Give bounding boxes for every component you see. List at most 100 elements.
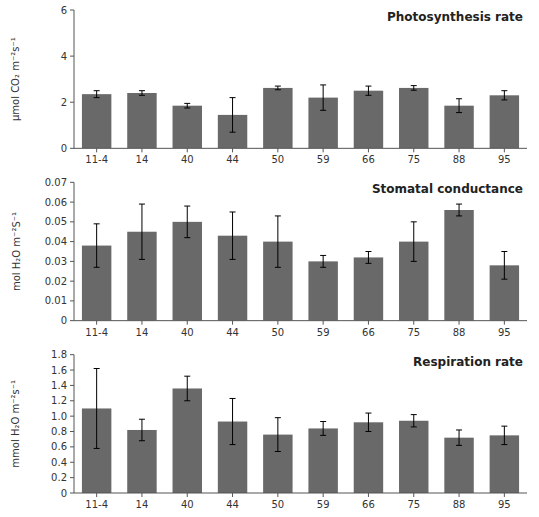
error-bar (501, 91, 507, 100)
error-bar (139, 419, 145, 441)
x-tick-label: 95 (498, 154, 511, 165)
x-tick-label: 75 (407, 154, 420, 165)
error-bar-line (365, 86, 371, 95)
y-tick (70, 462, 74, 463)
error-bar (184, 376, 190, 401)
x-tick-label: 40 (181, 499, 194, 510)
x-tick (323, 148, 324, 152)
x-tick (504, 148, 505, 152)
bar (127, 93, 156, 148)
error-bar-line (456, 430, 462, 445)
error-bar-line (411, 415, 417, 427)
x-tick (232, 148, 233, 152)
chart-title: Respiration rate (413, 355, 523, 369)
y-tick (70, 431, 74, 432)
error-bar-line (365, 252, 371, 264)
y-tick (70, 202, 74, 203)
y-tick (70, 354, 74, 355)
error-bar-line (456, 204, 462, 216)
x-tick (323, 493, 324, 497)
error-bar (411, 86, 417, 91)
panel: 00.010.020.030.040.050.060.0711-41440445… (11, 177, 528, 338)
error-bar (139, 91, 145, 96)
error-bar-line (94, 369, 100, 449)
error-bar (275, 216, 281, 267)
figure: 024611-4144044505966758895μmol CO₂ m⁻²s⁻… (0, 0, 539, 517)
error-bar-line (320, 422, 326, 436)
error-bar-line (501, 252, 507, 280)
x-tick (413, 148, 414, 152)
error-bar-line (275, 86, 281, 90)
y-tick-label: 0 (61, 315, 67, 326)
y-tick-label: 4 (61, 51, 67, 62)
x-tick (277, 493, 278, 497)
x-tick (459, 148, 460, 152)
error-bar (275, 86, 281, 90)
error-bar (456, 430, 462, 445)
y-tick-label: 1.0 (51, 411, 67, 422)
x-tick (232, 493, 233, 497)
x-tick (323, 321, 324, 325)
error-bar-line (456, 99, 462, 113)
x-tick-label: 59 (317, 499, 330, 510)
error-bar-line (501, 91, 507, 100)
y-tick-label: 0.02 (45, 276, 67, 287)
x-tick-label: 44 (226, 499, 239, 510)
x-tick-label: 44 (226, 154, 239, 165)
marks (82, 204, 519, 321)
error-bar (320, 422, 326, 436)
error-bar (365, 252, 371, 264)
x-tick (504, 493, 505, 497)
x-tick (141, 321, 142, 325)
panel: 00.20.40.60.81.01.21.41.61.811-414404450… (11, 349, 528, 510)
x-tick-label: 59 (317, 154, 330, 165)
y-axis-line (74, 182, 75, 320)
error-bar (184, 206, 190, 238)
y-axis-line (74, 10, 75, 148)
x-tick (459, 321, 460, 325)
error-bar (230, 212, 236, 259)
error-bar-line (320, 255, 326, 267)
bar (399, 421, 428, 493)
x-tick (141, 148, 142, 152)
error-bar-line (365, 413, 371, 431)
y-tick (70, 221, 74, 222)
panel: 024611-4144044505966758895μmol CO₂ m⁻²s⁻… (11, 5, 528, 166)
error-bar (411, 415, 417, 427)
error-bar (320, 85, 326, 110)
y-tick (70, 446, 74, 447)
error-bar-line (184, 103, 190, 108)
error-bar (411, 222, 417, 262)
y-tick-label: 0.05 (45, 216, 67, 227)
chart-title: Photosynthesis rate (387, 10, 523, 24)
x-tick-label: 50 (271, 327, 284, 338)
chart-title: Stomatal conductance (372, 182, 523, 196)
y-tick (70, 370, 74, 371)
error-bar-line (501, 426, 507, 444)
x-tick-label: 40 (181, 154, 194, 165)
x-tick (459, 493, 460, 497)
y-tick (70, 477, 74, 478)
error-bar-line (230, 212, 236, 259)
y-tick-label: 2 (61, 97, 67, 108)
x-tick-label: 66 (362, 499, 375, 510)
y-tick (70, 102, 74, 103)
y-axis-label: mol H₂O m⁻²S⁻¹ (11, 212, 22, 291)
error-bar-line (94, 91, 100, 98)
error-bar-line (411, 222, 417, 262)
y-tick (70, 385, 74, 386)
error-bar (230, 398, 236, 444)
y-axis-label: μmol CO₂ m⁻²s⁻¹ (11, 37, 22, 121)
bar (399, 88, 428, 148)
error-bar-line (184, 206, 190, 238)
x-tick-label: 50 (271, 499, 284, 510)
x-tick (187, 148, 188, 152)
y-tick (70, 241, 74, 242)
x-tick (96, 493, 97, 497)
y-tick (70, 300, 74, 301)
x-tick-label: 66 (362, 327, 375, 338)
bar (173, 106, 202, 149)
y-axis-line (74, 355, 75, 493)
error-bar (456, 99, 462, 113)
error-bar-line (230, 98, 236, 133)
